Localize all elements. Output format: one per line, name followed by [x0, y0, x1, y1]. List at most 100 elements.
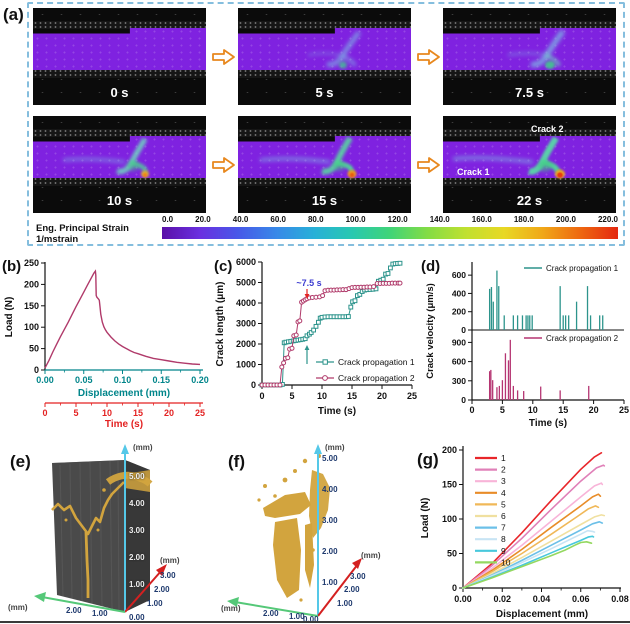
speckle-strip	[443, 129, 616, 137]
tick-label: 0.02	[493, 594, 511, 604]
y-axis-label: Load (N)	[4, 297, 15, 338]
tick-label: 300	[452, 376, 466, 386]
tick-label: 5	[289, 391, 294, 401]
tick-label: 0	[461, 395, 466, 405]
tick-label: 600	[452, 270, 466, 280]
strain-colorbar: Eng. Principal Strain 1/mstrain 0.0 20.0 4…	[36, 215, 620, 245]
speckle-strip	[33, 129, 206, 137]
cube-right-face	[125, 460, 150, 612]
tick-label: 1.00	[337, 599, 353, 608]
colorbar-gradient	[162, 227, 618, 239]
tick-label: 100	[442, 514, 457, 524]
tick-label: 2.00	[129, 553, 145, 562]
tick-label: 1000	[236, 360, 256, 370]
tick-label: 600	[452, 357, 466, 367]
colorbar-tick: 140.0	[429, 215, 450, 224]
arrow-right-icon	[417, 49, 440, 65]
tick-label: 50	[29, 344, 39, 354]
load-curve-3	[462, 482, 604, 589]
strain-frame-5s: 5 s	[238, 8, 411, 105]
z-unit-label: (mm)	[325, 443, 345, 452]
tick-label: 0.20	[191, 375, 209, 385]
frame-time-label: 22 s	[516, 193, 543, 208]
panel-e-label: (e)	[10, 452, 31, 471]
strain-frame-15s: 15 s	[238, 116, 411, 213]
marker-square	[316, 319, 321, 325]
tick-label: 3.00	[350, 572, 366, 581]
colorbar-tick: 220.0	[597, 215, 618, 224]
load-curve-2	[462, 464, 606, 589]
tick-label: 25	[195, 408, 205, 418]
z-unit-label: (mm)	[133, 443, 153, 452]
axis-x-red	[124, 564, 167, 613]
load-curve-9	[462, 535, 595, 589]
plot-shape	[322, 375, 328, 381]
cube-front-face	[52, 460, 125, 612]
annotation-7p5s: ~7.5 s	[296, 278, 321, 288]
tick-label: 0	[42, 408, 47, 418]
tick-label: 25	[619, 405, 629, 415]
tick-label: 6000	[236, 257, 256, 267]
axis-y-green	[227, 597, 319, 617]
tick-label: 250	[24, 258, 39, 268]
marker-square	[388, 265, 393, 271]
load-curve-6	[462, 514, 606, 589]
crack-pattern	[307, 30, 362, 69]
tick-label: 1.00	[129, 580, 145, 589]
y-axis-label: Crack velocity (μm/s)	[425, 283, 436, 379]
colorbar-tick: 120.0	[387, 215, 408, 224]
tick-label: 0.15	[152, 375, 170, 385]
frame-time-label: 7.5 s	[515, 85, 544, 100]
figure-bottom-edge	[0, 621, 630, 623]
arrow-right-icon	[212, 157, 235, 173]
tick-label: 3.00	[322, 516, 338, 525]
tick-label: 15	[133, 408, 143, 418]
strain-band	[443, 136, 616, 178]
tick-label: 0	[251, 380, 256, 390]
legend-label: Crack propagation 2	[338, 373, 415, 383]
marker-circle	[297, 318, 303, 324]
speckle-strip	[33, 69, 206, 78]
legend-label: 2	[501, 465, 506, 475]
tick-label: 200	[24, 279, 39, 289]
tick-label: 20	[377, 391, 387, 401]
tick-label: 0.06	[572, 594, 590, 604]
load-curve-7	[462, 521, 604, 589]
x-axis-label: Displacement (mm)	[496, 609, 588, 620]
tick-label: 200	[452, 307, 466, 317]
arrow-down-icon	[304, 294, 310, 299]
tick-label: 2.00	[66, 606, 82, 615]
legend-label: 8	[501, 534, 506, 544]
marker-circle	[371, 284, 377, 290]
frame-time-label: 0 s	[110, 85, 129, 100]
tick-label: 0.00	[36, 375, 54, 385]
panel-g-label: (g)	[417, 450, 439, 469]
legend-label: 6	[501, 511, 506, 521]
marker-square	[346, 314, 351, 319]
tick-label: 0.08	[611, 594, 629, 604]
tick-label: 0.00	[303, 615, 319, 624]
y-unit-label: (mm)	[8, 603, 28, 612]
axis-z-cyan	[314, 444, 322, 616]
colorbar-tick: 40.0	[232, 215, 249, 224]
frame-time-label: 5 s	[315, 85, 334, 100]
y-axis-label: Load (N)	[420, 498, 431, 539]
marker-square	[380, 276, 386, 282]
panel-g-plot: 0 50 100 150 200 0.00 0.02 0.04 0.06 0.08 Load (N)…	[420, 445, 629, 620]
panel-e-3d-view: 1.00 2.00 3.00 4.00 5.00 0.00 (mm) 1.00 2.00 3.00…	[8, 443, 180, 622]
marker-circle	[281, 360, 287, 366]
colorbar-tick: 0.0	[162, 215, 174, 224]
speckle-strip	[238, 69, 411, 78]
tick-label: 2.00	[322, 547, 338, 556]
axis-x-red	[317, 558, 362, 617]
arrow-right-icon	[417, 157, 440, 173]
colorbar-tick-labels: 0.0 20.0 40.0 60.0 80.0 100.0 120.0 140.0 160.0 1…	[162, 215, 618, 224]
tick-label: 4000	[236, 298, 256, 308]
tick-label: 2.00	[344, 585, 360, 594]
load-curve-1	[462, 451, 603, 589]
tick-label: 0.00	[454, 594, 472, 604]
axis-y-green	[34, 592, 126, 613]
panel-f-label: (f)	[228, 452, 245, 471]
colorbar-label: Eng. Principal Strain 1/mstrain	[36, 223, 129, 245]
panel-f-3d-view: 1.00 2.00 3.00 4.00 5.00 0.00 (mm) 1.00 2.00 3.00…	[221, 443, 381, 624]
